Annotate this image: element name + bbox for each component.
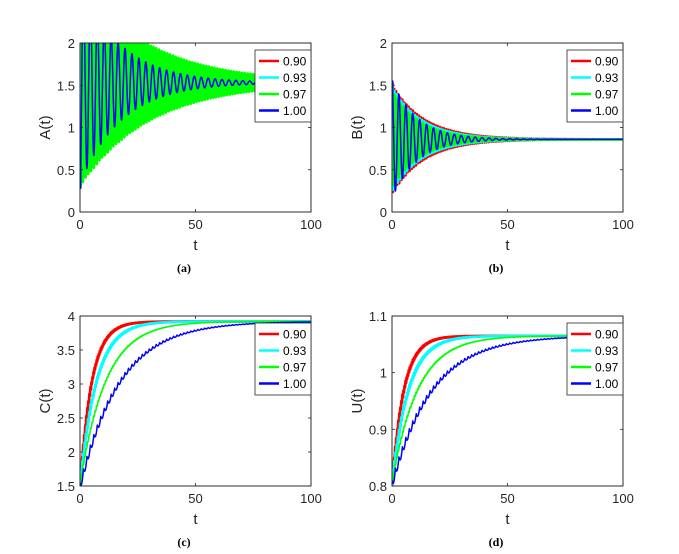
legend: 0.90 0.93 0.97 1.00 xyxy=(566,322,624,396)
legend-entry-label: 1.00 xyxy=(283,377,307,391)
x-tick-label: 0 xyxy=(388,217,395,232)
x-tick-label: 0 xyxy=(388,491,395,506)
y-tick-label: 2.5 xyxy=(57,411,75,426)
chart-panel-1: 0 50 100 0 0.5 1 1.5 2 t A(t) (a) 0.90 0.93 0.97 1.00 xyxy=(37,36,322,275)
series-line-0-97 xyxy=(80,320,311,484)
x-tick-label: 100 xyxy=(300,217,322,232)
y-axis-label: C(t) xyxy=(37,389,54,414)
y-axis-label: B(t) xyxy=(349,115,366,139)
legend-entry-label: 0.97 xyxy=(595,88,619,102)
y-tick-label: 1.1 xyxy=(369,309,387,324)
y-tick-label: 2 xyxy=(68,445,75,460)
legend-entry-label: 0.93 xyxy=(283,71,307,85)
y-tick-label: 1.5 xyxy=(369,78,387,93)
x-tick-label: 50 xyxy=(500,491,514,506)
legend-entry-label: 0.93 xyxy=(595,344,619,358)
legend-entry-label: 1.00 xyxy=(283,104,307,118)
x-tick-label: 0 xyxy=(76,491,83,506)
legend-entry-label: 0.93 xyxy=(595,71,619,85)
panel-label: (c) xyxy=(177,535,190,549)
x-axis-label: t xyxy=(193,511,198,528)
y-tick-label: 0.9 xyxy=(369,422,387,437)
legend-entry-label: 1.00 xyxy=(595,377,619,391)
panel-label: (a) xyxy=(177,261,191,275)
y-tick-label: 0.5 xyxy=(57,163,75,178)
panel-label: (d) xyxy=(489,535,504,549)
legend-entry-label: 0.90 xyxy=(283,55,307,69)
legend: 0.90 0.93 0.97 1.00 xyxy=(254,322,312,396)
y-tick-label: 1 xyxy=(380,121,387,136)
y-axis-label: U(t) xyxy=(349,389,366,414)
y-tick-label: 0.5 xyxy=(369,163,387,178)
legend-entry-label: 0.90 xyxy=(595,328,619,342)
x-axis-label: t xyxy=(193,237,198,254)
x-tick-label: 50 xyxy=(188,217,202,232)
y-tick-label: 0.8 xyxy=(369,479,387,494)
y-tick-label: 1 xyxy=(68,121,75,136)
y-tick-label: 2 xyxy=(380,36,387,51)
legend-entry-label: 0.97 xyxy=(283,88,307,102)
y-tick-label: 1.5 xyxy=(57,78,75,93)
panel-label: (b) xyxy=(489,261,504,275)
x-tick-label: 100 xyxy=(612,217,634,232)
x-tick-label: 50 xyxy=(500,217,514,232)
x-axis-label: t xyxy=(505,511,510,528)
legend-entry-label: 0.97 xyxy=(595,361,619,375)
series-group xyxy=(392,80,623,194)
y-tick-label: 4 xyxy=(68,309,75,324)
y-tick-label: 3.5 xyxy=(57,343,75,358)
legend-entry-label: 1.00 xyxy=(595,104,619,118)
y-tick-label: 0 xyxy=(68,205,75,220)
legend: 0.90 0.93 0.97 1.00 xyxy=(254,49,312,123)
legend-entry-label: 0.90 xyxy=(595,55,619,69)
x-tick-label: 100 xyxy=(300,491,322,506)
chart-panel-3: 0 50 100 1.5 2 2.5 3 3.5 4 t C(t) (c) 0.90 0.93 0.97 1.… xyxy=(37,309,322,549)
x-tick-label: 50 xyxy=(188,491,202,506)
legend-entry-label: 0.93 xyxy=(283,344,307,358)
legend-entry-label: 0.97 xyxy=(283,361,307,375)
x-tick-label: 0 xyxy=(76,217,83,232)
x-axis-label: t xyxy=(505,237,510,254)
y-tick-label: 3 xyxy=(68,377,75,392)
y-tick-label: 2 xyxy=(68,36,75,51)
x-tick-label: 100 xyxy=(612,491,634,506)
legend: 0.90 0.93 0.97 1.00 xyxy=(566,49,624,123)
chart-panel-2: 0 50 100 0 0.5 1 1.5 2 t B(t) (b) 0.90 0.93 0.97 1.00 xyxy=(349,36,634,275)
chart-panel-4: 0 50 100 0.8 0.9 1 1.1 t U(t) (d) 0.90 0.93 0.97 1.00 xyxy=(349,309,634,549)
y-tick-label: 1 xyxy=(380,366,387,381)
y-tick-label: 1.5 xyxy=(57,479,75,494)
y-tick-label: 0 xyxy=(380,205,387,220)
series-line-1-00 xyxy=(392,80,623,192)
y-axis-label: A(t) xyxy=(37,115,54,139)
legend-entry-label: 0.90 xyxy=(283,328,307,342)
